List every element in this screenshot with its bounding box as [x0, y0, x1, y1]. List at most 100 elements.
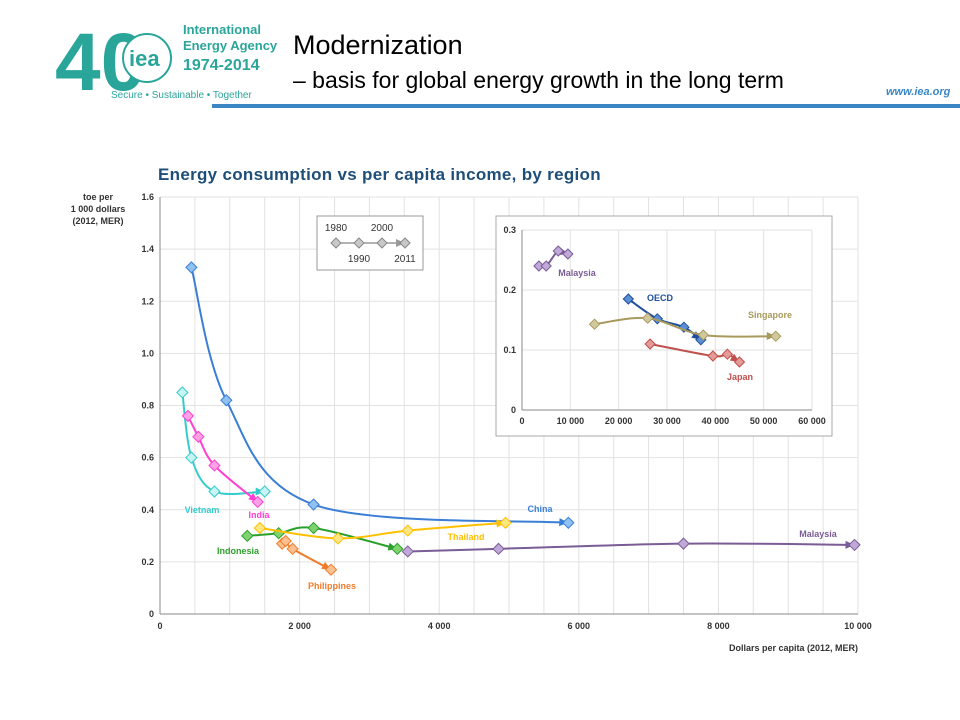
main-y-axis-label: (2012, MER) — [72, 216, 123, 226]
main-x-tick-label: 0 — [157, 621, 162, 631]
logo-years: 1974-2014 — [183, 57, 260, 74]
inset-frame — [495, 215, 833, 437]
chart-title: Energy consumption vs per capita income,… — [158, 165, 601, 184]
data-point-malaysia — [848, 538, 861, 552]
year-legend-label: 2000 — [371, 223, 394, 234]
inset-x-tick-label: 60 000 — [798, 416, 826, 426]
logo-acronym: iea — [129, 46, 160, 71]
website-link[interactable]: www.iea.org — [886, 86, 951, 98]
inset-data-point-japan — [644, 338, 656, 350]
inset-data-point-singapore — [770, 330, 782, 342]
year-legend-label: 1980 — [325, 223, 348, 234]
data-point-malaysia — [492, 542, 505, 556]
series-line-thailand — [259, 521, 506, 540]
data-point-thailand — [253, 521, 267, 535]
data-point-china — [185, 261, 198, 274]
main-y-tick-label: 0.8 — [141, 401, 154, 411]
main-y-tick-label: 0 — [149, 609, 154, 619]
inset-data-point-singapore — [697, 329, 709, 341]
data-point-indonesia — [241, 529, 254, 543]
main-y-tick-label: 0.6 — [141, 453, 154, 463]
inset-data-point-malaysia — [540, 260, 552, 272]
data-point-malaysia — [677, 537, 690, 550]
data-point-vietnam — [185, 451, 198, 464]
series-label-vietnam: Vietnam — [185, 505, 220, 515]
data-point-thailand — [401, 524, 414, 537]
page-subtitle: – basis for global energy growth in the … — [293, 67, 784, 93]
data-point-vietnam — [258, 485, 271, 498]
inset-x-tick-label: 20 000 — [605, 416, 633, 426]
inset-data-point-singapore — [641, 312, 654, 324]
series-label-malaysia: Malaysia — [799, 529, 838, 539]
data-point-china — [307, 498, 320, 511]
inset-x-tick-label: 30 000 — [653, 416, 681, 426]
series-label-china: China — [527, 504, 553, 514]
header-rule — [212, 104, 960, 108]
year-legend-marker — [399, 237, 411, 249]
main-x-tick-label: 8 000 — [707, 621, 730, 631]
series-line-indonesia — [247, 526, 398, 550]
main-y-tick-label: 0.2 — [141, 557, 154, 567]
series-label-thailand: Thailand — [447, 532, 484, 542]
inset-y-tick-label: 0 — [511, 405, 516, 415]
logo-tagline: Secure • Sustainable • Together — [111, 90, 252, 101]
data-point-india — [208, 459, 221, 472]
page-title: Modernization — [293, 30, 463, 60]
inset-y-tick-label: 0.1 — [503, 345, 516, 355]
main-y-tick-label: 0.4 — [141, 505, 154, 515]
data-point-china — [220, 394, 233, 407]
series-label-philippines: Philippines — [308, 581, 356, 591]
data-point-philippines — [324, 563, 338, 576]
inset-data-point-singapore — [588, 318, 601, 330]
inset-y-tick-label: 0.3 — [503, 225, 516, 235]
data-point-thailand — [331, 532, 345, 545]
data-point-vietnam — [176, 386, 189, 399]
data-point-indonesia — [391, 542, 404, 556]
main-x-tick-label: 6 000 — [568, 621, 591, 631]
data-point-indonesia — [307, 521, 320, 535]
main-y-axis-label: toe per — [83, 192, 114, 202]
inset-data-point-japan — [733, 356, 746, 368]
inset-x-tick-label: 50 000 — [750, 416, 778, 426]
data-point-malaysia — [401, 545, 414, 558]
iea-logo: 40 iea International Energy Agency 1974-… — [55, 8, 280, 108]
series-line-malaysia — [407, 542, 855, 553]
main-y-tick-label: 1.0 — [141, 348, 154, 358]
inset-y-tick-label: 0.2 — [503, 285, 516, 295]
data-point-indonesia — [272, 526, 285, 540]
logo-org-line1: International — [183, 22, 261, 37]
inset-series-label-japan: Japan — [727, 372, 753, 382]
data-point-india — [192, 430, 205, 443]
main-x-tick-label: 10 000 — [844, 621, 872, 631]
series-label-india: India — [248, 510, 270, 520]
data-point-india — [181, 409, 195, 423]
inset-data-point-malaysia — [552, 245, 564, 257]
main-y-tick-label: 1.2 — [141, 296, 154, 306]
logo-org-line2: Energy Agency — [183, 38, 278, 53]
data-point-philippines — [286, 542, 299, 556]
inset-x-tick-label: 0 — [519, 416, 524, 426]
inset-series-line-singapore — [594, 316, 776, 338]
main-y-tick-label: 1.6 — [141, 192, 154, 202]
inset-data-point-japan — [707, 350, 719, 362]
series-label-indonesia: Indonesia — [217, 546, 260, 556]
main-x-axis-label: Dollars per capita (2012, MER) — [729, 643, 858, 653]
inset-x-tick-label: 40 000 — [702, 416, 730, 426]
year-legend-marker — [353, 237, 365, 249]
inset-series-label-singapore: Singapore — [748, 310, 792, 320]
main-y-axis-label: 1 000 dollars — [71, 204, 126, 214]
inset-data-point-oecd — [622, 293, 635, 305]
year-legend-marker — [376, 237, 388, 249]
inset-x-tick-label: 10 000 — [557, 416, 585, 426]
series-line-india — [187, 415, 259, 503]
year-legend-label: 2011 — [394, 254, 416, 265]
main-x-tick-label: 4 000 — [428, 621, 451, 631]
data-point-vietnam — [208, 485, 221, 498]
data-point-philippines — [279, 534, 292, 548]
series-line-vietnam — [181, 392, 265, 495]
year-legend-marker — [330, 237, 342, 249]
data-point-china — [562, 516, 575, 529]
inset-series-label-malaysia: Malaysia — [558, 268, 597, 278]
main-x-tick-label: 2 000 — [288, 621, 311, 631]
